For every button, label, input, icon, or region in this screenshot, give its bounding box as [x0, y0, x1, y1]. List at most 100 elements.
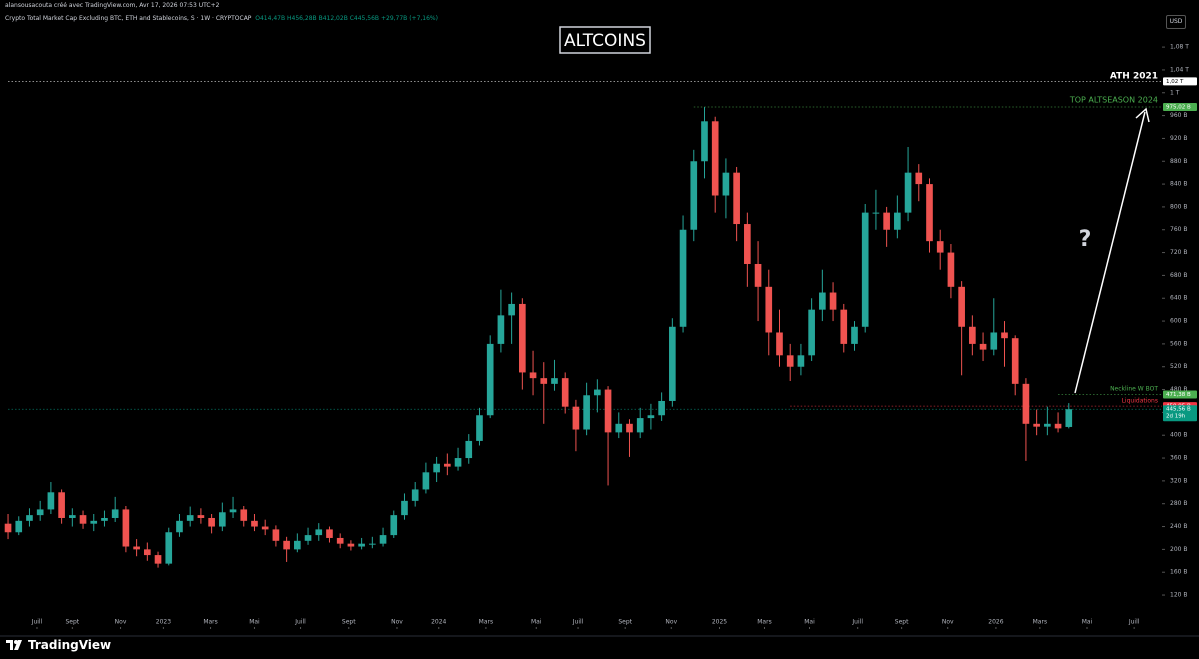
candle-body [958, 286, 965, 327]
candle-body [486, 343, 494, 416]
open: O414,47B [255, 15, 286, 22]
x-tick-label: Nov [391, 619, 403, 626]
candle-body [90, 520, 98, 524]
candle-body [229, 509, 237, 513]
x-tick-label: 2026 [988, 619, 1003, 626]
price-tag [1163, 405, 1197, 422]
x-tick-label: Juill [1128, 619, 1140, 626]
candle-body [144, 549, 151, 556]
candle-body [722, 172, 730, 196]
candle-body [1054, 423, 1062, 429]
candle-body [369, 543, 376, 545]
x-tick-label: Mai [249, 619, 260, 626]
candle-body [454, 458, 462, 467]
x-tick-label: Nov [115, 619, 127, 626]
candle-body [444, 463, 451, 467]
candle-body [679, 229, 687, 327]
candle-body [572, 406, 580, 430]
candle-body [208, 517, 215, 527]
candle-body [315, 529, 323, 536]
candle-body [1044, 423, 1051, 427]
y-tick-label: 960 B [1170, 112, 1187, 119]
y-tick-label: 760 B [1170, 226, 1187, 233]
candle-body [540, 378, 548, 384]
candle-body [615, 423, 623, 433]
candle-body [465, 440, 473, 459]
candle-body [197, 515, 205, 518]
high: H456,28B [287, 15, 317, 22]
candle-body [701, 121, 708, 162]
candle-body [947, 252, 955, 287]
candle-body [69, 515, 76, 518]
candle-body [240, 509, 248, 521]
candle-body [797, 355, 805, 367]
x-tick-label: Mars [203, 619, 217, 626]
x-tick-label: Juill [851, 619, 863, 626]
candle-body [261, 526, 269, 530]
x-tick-label: 2025 [712, 619, 727, 626]
price-tag-sublabel: 2d 19h [1166, 414, 1186, 420]
candle-body [1001, 332, 1008, 339]
y-tick-label: 400 B [1170, 432, 1187, 439]
x-tick-label: Mars [757, 619, 771, 626]
candle-body [979, 343, 987, 350]
candle-body [47, 492, 55, 510]
candle-body [422, 472, 430, 490]
candle-body [733, 172, 740, 225]
candle-body [101, 517, 108, 521]
annotation: Liquidations [1122, 398, 1158, 405]
candle-body [711, 121, 719, 196]
y-tick-label: 840 B [1170, 181, 1187, 188]
candle-body [519, 303, 526, 373]
candle-body [26, 515, 33, 521]
x-tick-label: Juill [31, 619, 43, 626]
candle-body [497, 315, 505, 344]
candle-body [594, 389, 601, 396]
candle-body [915, 172, 923, 185]
candle-body [283, 540, 290, 550]
candle-body [840, 309, 848, 344]
chart-title: ALTCOINS [564, 31, 646, 51]
candle-body [390, 515, 398, 536]
y-tick-label: 280 B [1170, 500, 1187, 507]
currency-button[interactable]: USD [1166, 15, 1186, 29]
y-tick-label: 560 B [1170, 340, 1187, 347]
y-tick-label: 880 B [1170, 158, 1187, 165]
candle-body [829, 292, 837, 310]
symbol: Crypto Total Market Cap Excluding BTC, E… [5, 15, 252, 22]
price-tag [1163, 77, 1197, 86]
candle-body [219, 512, 226, 527]
candle-body [336, 537, 344, 544]
candle-body [154, 555, 162, 564]
candle-body [969, 326, 976, 344]
price-tag [1163, 103, 1197, 112]
legend: Crypto Total Market Cap Excluding BTC, E… [5, 15, 438, 22]
candle-body [347, 543, 355, 547]
x-tick-label: Mars [1033, 619, 1047, 626]
y-tick-label: 480 B [1170, 386, 1187, 393]
y-tick-label: 720 B [1170, 249, 1187, 256]
annotation: ? [1079, 227, 1092, 252]
candle-body [79, 515, 87, 524]
x-tick-label: Nov [942, 619, 954, 626]
annotation: TOP ALTSEASON 2024 [1069, 96, 1158, 105]
candle-body [294, 540, 301, 550]
candle-body [165, 532, 173, 564]
x-tick-label: Sept [342, 619, 356, 626]
y-tick-label: 1,04 T [1170, 66, 1189, 73]
candle-body [626, 423, 633, 433]
y-tick-label: 800 B [1170, 203, 1187, 210]
y-tick-label: 320 B [1170, 477, 1187, 484]
candle-body [926, 184, 933, 242]
arrow-shaft [1074, 111, 1146, 394]
candle-body [411, 489, 419, 501]
x-tick-label: Juill [294, 619, 306, 626]
candle-body [754, 263, 762, 287]
price-tag-label: 471,38 B [1166, 392, 1191, 398]
candle-body [551, 378, 558, 384]
y-tick-label: 920 B [1170, 135, 1187, 142]
candle-body [433, 463, 440, 473]
candle-body [4, 523, 12, 533]
